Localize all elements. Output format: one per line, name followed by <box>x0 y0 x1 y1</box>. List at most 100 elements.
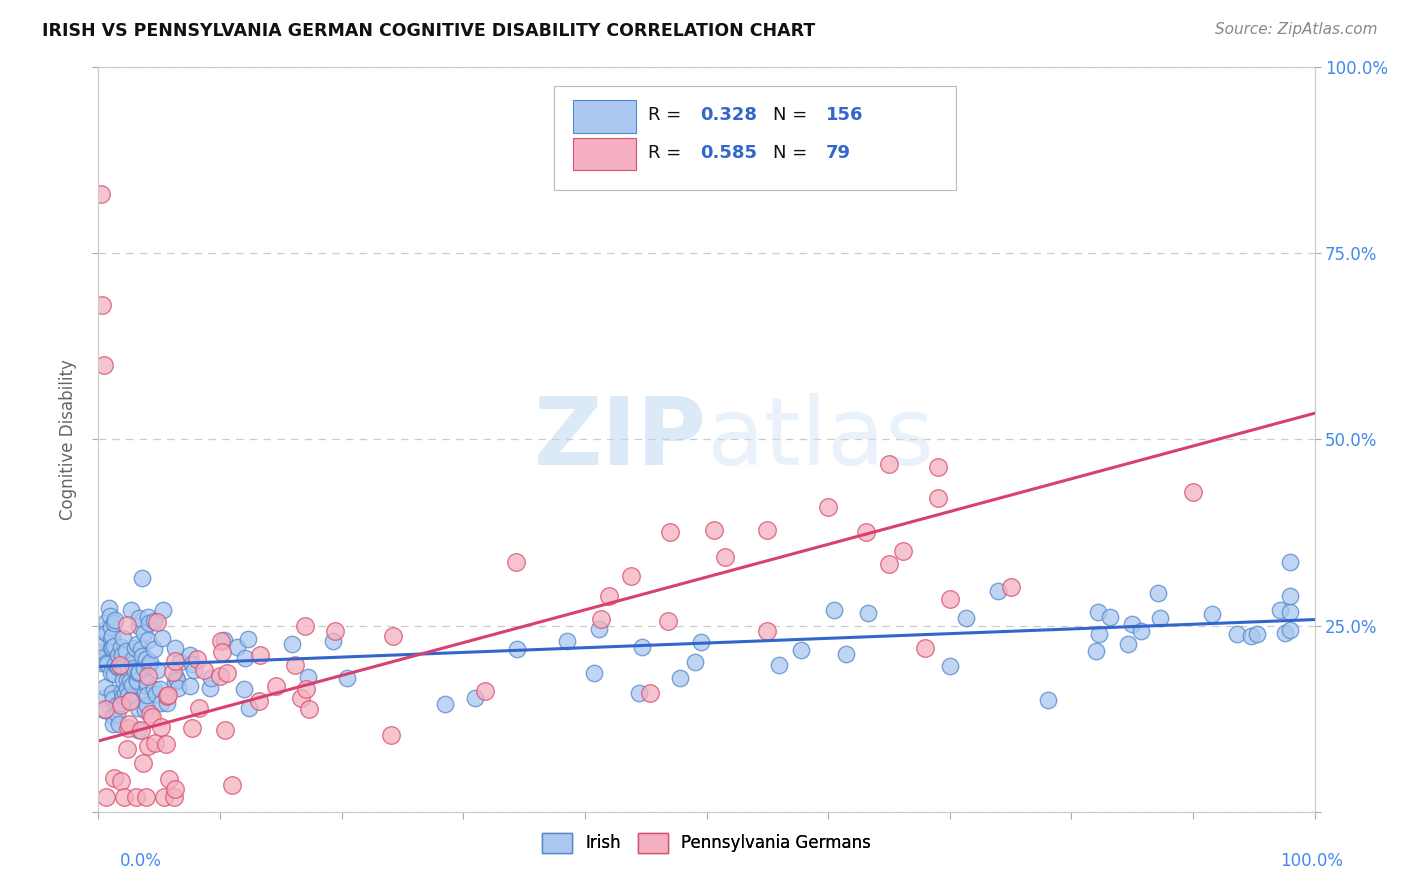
Text: atlas: atlas <box>707 393 935 485</box>
Point <box>103 639 125 653</box>
Point <box>668 671 690 685</box>
Point <box>987 584 1010 599</box>
Point <box>683 655 706 669</box>
Point <box>127 674 149 689</box>
Point <box>152 631 174 645</box>
Point <box>94 681 117 695</box>
Point <box>112 632 135 646</box>
Text: IRISH VS PENNSYLVANIA GERMAN COGNITIVE DISABILITY CORRELATION CHART: IRISH VS PENNSYLVANIA GERMAN COGNITIVE D… <box>42 22 815 40</box>
Point <box>120 602 142 616</box>
Point <box>94 702 117 716</box>
Point <box>138 656 160 670</box>
Point <box>211 645 233 659</box>
Point <box>110 774 132 789</box>
Point <box>139 707 162 722</box>
Point <box>156 688 179 702</box>
Point <box>659 525 682 540</box>
Point <box>135 652 157 666</box>
Point <box>143 736 166 750</box>
Point <box>817 500 839 515</box>
Point <box>103 716 125 731</box>
Point <box>136 632 159 647</box>
Point <box>117 721 139 735</box>
Point <box>93 358 115 372</box>
Point <box>90 645 112 659</box>
Point <box>380 728 402 742</box>
Point <box>115 673 138 688</box>
FancyBboxPatch shape <box>572 137 636 170</box>
Point <box>134 684 156 698</box>
Point <box>1149 611 1171 625</box>
Point <box>238 701 260 715</box>
Point <box>264 679 287 693</box>
Point <box>117 661 139 675</box>
Point <box>121 657 143 672</box>
Point <box>128 665 150 679</box>
Point <box>127 673 149 687</box>
Point <box>181 657 204 672</box>
Point <box>1036 693 1059 707</box>
Point <box>1129 624 1152 638</box>
Point <box>142 614 165 628</box>
Point <box>110 696 132 710</box>
Point <box>146 615 169 629</box>
Point <box>127 723 149 737</box>
Point <box>620 569 643 583</box>
Point <box>1226 627 1249 641</box>
Point <box>135 789 157 804</box>
Point <box>148 681 170 696</box>
Point <box>200 672 222 686</box>
Point <box>1240 629 1263 643</box>
Point <box>474 684 496 698</box>
Point <box>588 622 610 636</box>
Point <box>505 555 527 569</box>
Point <box>208 669 231 683</box>
Point <box>135 698 157 712</box>
Point <box>132 626 155 640</box>
Text: 0.585: 0.585 <box>700 144 758 161</box>
Point <box>598 589 620 603</box>
Point <box>657 615 679 629</box>
Point <box>834 647 856 661</box>
Point <box>464 691 486 706</box>
Point <box>107 648 129 662</box>
Point <box>104 613 127 627</box>
Point <box>108 658 131 673</box>
Point <box>211 633 233 648</box>
Point <box>110 661 132 675</box>
Point <box>166 673 188 688</box>
Point <box>118 694 141 708</box>
Point <box>163 675 186 690</box>
Point <box>1147 585 1170 599</box>
Point <box>115 681 138 695</box>
Point <box>790 643 813 657</box>
Point <box>557 634 579 648</box>
Point <box>1084 643 1107 657</box>
Point <box>939 658 962 673</box>
Point <box>115 742 138 756</box>
Point <box>107 659 129 673</box>
Point <box>100 620 122 634</box>
Point <box>589 612 612 626</box>
Point <box>107 660 129 674</box>
Point <box>103 772 125 786</box>
Point <box>145 687 167 701</box>
Point <box>101 708 124 723</box>
Point <box>336 672 359 686</box>
Point <box>112 789 135 804</box>
Point <box>249 648 271 662</box>
Point <box>97 600 120 615</box>
Point <box>110 640 132 654</box>
Point <box>100 686 122 700</box>
Point <box>233 651 256 665</box>
Point <box>117 688 139 702</box>
Point <box>1201 607 1223 621</box>
Point <box>152 789 174 804</box>
Point <box>107 698 129 712</box>
Point <box>927 491 949 506</box>
Point <box>93 649 115 664</box>
Point <box>877 457 900 471</box>
Point <box>689 635 711 649</box>
Point <box>891 543 914 558</box>
Point <box>122 661 145 675</box>
